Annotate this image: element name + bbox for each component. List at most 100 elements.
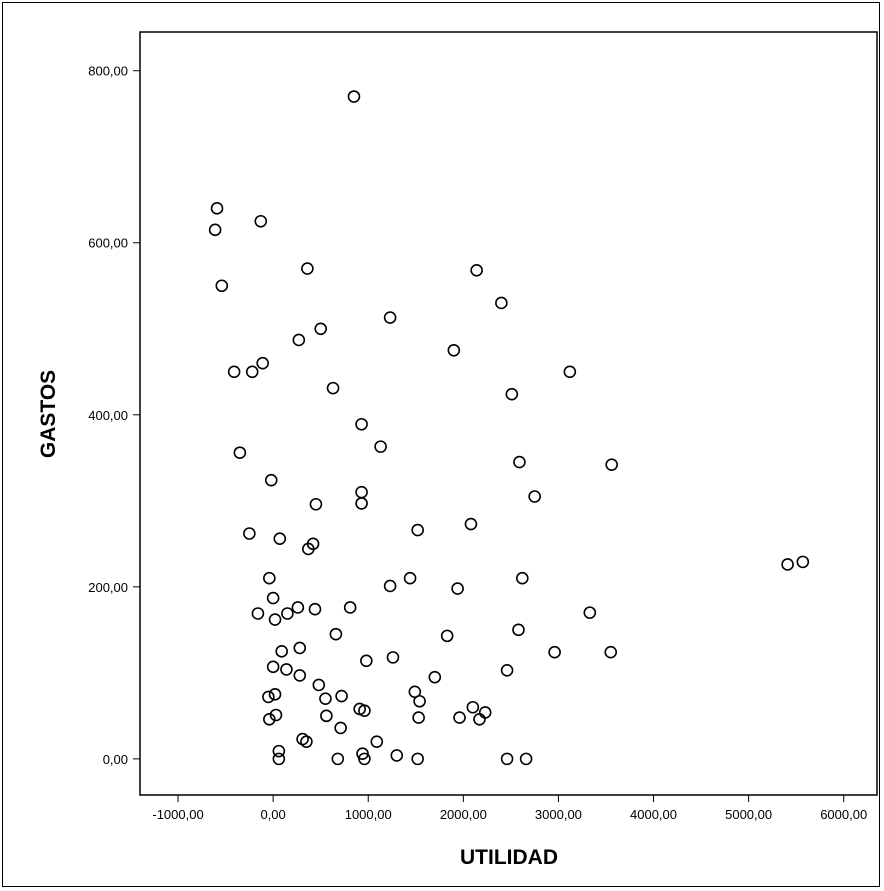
data-point: [355, 485, 368, 499]
data-point: [275, 645, 288, 658]
data-point: [466, 700, 480, 714]
data-point: [309, 497, 323, 511]
data-point: [245, 365, 259, 379]
data-point: [500, 752, 514, 766]
data-point: [428, 670, 442, 684]
data-point: [233, 446, 247, 459]
data-point: [478, 706, 492, 719]
data-point: [360, 654, 373, 668]
data-point: [210, 202, 224, 215]
data-point: [412, 711, 425, 724]
data-point: [256, 356, 269, 370]
data-point: [308, 602, 322, 616]
data-point: [403, 571, 417, 585]
x-axis: -1000,00 0,00 1000,00 2000,00 3000,00 4000,00…: [152, 795, 867, 822]
data-point: [312, 678, 326, 692]
data-point: [320, 709, 333, 723]
data-point: [505, 387, 519, 401]
data-point: [411, 523, 424, 537]
data-point: [319, 692, 332, 705]
y-tick-label: 200,00: [88, 580, 128, 595]
data-point: [280, 663, 293, 676]
y-tick-label: 600,00: [88, 236, 128, 251]
x-tick-label: 4000,00: [630, 807, 677, 822]
data-point: [519, 752, 533, 766]
data-point: [796, 555, 810, 569]
x-tick-label: -1000,00: [152, 807, 203, 822]
data-point: [347, 90, 361, 103]
plot-area: [139, 31, 878, 796]
data-point: [263, 713, 276, 726]
data-point: [293, 669, 307, 682]
x-tick-label: 3000,00: [535, 807, 582, 822]
y-tick-label: 400,00: [88, 408, 128, 423]
data-point: [453, 711, 466, 724]
data-point: [343, 601, 357, 614]
x-tick-label: 2000,00: [440, 807, 487, 822]
data-point: [291, 601, 305, 614]
data-point: [513, 455, 526, 469]
data-point: [563, 365, 577, 379]
data-point: [413, 694, 426, 708]
data-point: [296, 732, 309, 746]
data-point: [583, 606, 597, 619]
data-point: [215, 279, 229, 293]
x-tick-label: 5000,00: [725, 807, 772, 822]
data-point: [292, 333, 306, 347]
y-tick-label: 0,00: [103, 752, 128, 767]
data-point: [386, 651, 400, 664]
data-point: [302, 542, 315, 556]
data-point: [500, 663, 514, 677]
data-point: [374, 440, 387, 453]
data-point: [473, 713, 486, 726]
data-point: [512, 623, 525, 637]
x-tick-label: 0,00: [260, 807, 285, 822]
data-point: [390, 749, 404, 762]
data-point: [335, 689, 348, 703]
data-point: [251, 607, 265, 620]
data-point: [272, 752, 286, 766]
data-point: [269, 708, 283, 722]
data-point: [355, 497, 368, 510]
data-point: [254, 214, 268, 228]
data-point: [447, 343, 461, 357]
data-point: [326, 381, 340, 395]
data-point: [334, 721, 347, 735]
data-point: [411, 752, 424, 766]
data-point: [264, 473, 278, 487]
x-tick-label: 1000,00: [345, 807, 392, 822]
data-point: [451, 582, 464, 595]
data-point: [440, 629, 454, 643]
data-point: [227, 365, 241, 379]
data-point: [243, 527, 256, 540]
data-point: [383, 579, 397, 593]
data-point: [331, 752, 345, 766]
data-point: [293, 641, 307, 655]
data-point: [383, 311, 397, 324]
data-point: [470, 263, 483, 277]
data-point: [358, 704, 371, 718]
y-tick-label: 800,00: [88, 64, 128, 79]
data-point: [329, 627, 343, 641]
data-point: [208, 223, 222, 237]
data-point: [370, 735, 384, 748]
data-point: [300, 735, 313, 748]
data-point: [268, 613, 282, 626]
data-point: [515, 571, 529, 585]
y-axis-title: GASTOS: [37, 370, 60, 458]
data-point: [604, 645, 618, 659]
data-point: [781, 558, 794, 571]
data-point: [273, 532, 287, 545]
data-point: [268, 688, 282, 701]
data-point: [464, 517, 478, 531]
data-point: [355, 417, 368, 431]
data-point: [281, 607, 294, 620]
data-point: [528, 490, 541, 503]
data-point: [548, 645, 561, 659]
data-point: [314, 322, 327, 336]
data-point: [358, 752, 371, 766]
x-tick-label: 6000,00: [820, 807, 867, 822]
x-axis-title: UTILIDAD: [460, 846, 558, 869]
